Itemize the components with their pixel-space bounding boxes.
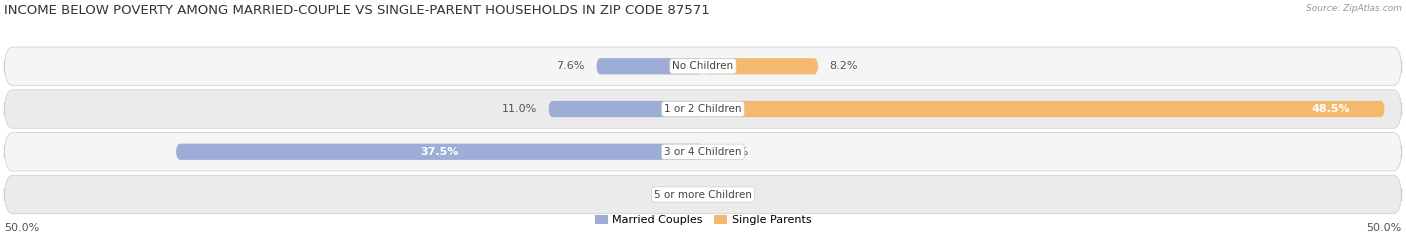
Text: 50.0%: 50.0% <box>1367 223 1402 233</box>
FancyBboxPatch shape <box>4 133 1402 171</box>
Text: 0.0%: 0.0% <box>720 147 748 157</box>
Text: 5 or more Children: 5 or more Children <box>654 189 752 199</box>
Text: 1 or 2 Children: 1 or 2 Children <box>664 104 742 114</box>
FancyBboxPatch shape <box>176 144 703 160</box>
Text: 0.0%: 0.0% <box>720 189 748 199</box>
Text: 48.5%: 48.5% <box>1312 104 1350 114</box>
Text: 7.6%: 7.6% <box>557 61 585 71</box>
Text: 50.0%: 50.0% <box>4 223 39 233</box>
FancyBboxPatch shape <box>4 90 1402 128</box>
Text: 11.0%: 11.0% <box>502 104 537 114</box>
Text: INCOME BELOW POVERTY AMONG MARRIED-COUPLE VS SINGLE-PARENT HOUSEHOLDS IN ZIP COD: INCOME BELOW POVERTY AMONG MARRIED-COUPL… <box>4 4 710 17</box>
Text: 37.5%: 37.5% <box>420 147 458 157</box>
Text: 8.2%: 8.2% <box>830 61 858 71</box>
FancyBboxPatch shape <box>703 101 1385 117</box>
FancyBboxPatch shape <box>548 101 703 117</box>
Text: 3 or 4 Children: 3 or 4 Children <box>664 147 742 157</box>
Legend: Married Couples, Single Parents: Married Couples, Single Parents <box>591 210 815 230</box>
FancyBboxPatch shape <box>703 58 818 74</box>
FancyBboxPatch shape <box>4 175 1402 214</box>
FancyBboxPatch shape <box>596 58 703 74</box>
Text: 0.0%: 0.0% <box>658 189 686 199</box>
FancyBboxPatch shape <box>4 47 1402 86</box>
Text: Source: ZipAtlas.com: Source: ZipAtlas.com <box>1306 4 1402 13</box>
Text: No Children: No Children <box>672 61 734 71</box>
